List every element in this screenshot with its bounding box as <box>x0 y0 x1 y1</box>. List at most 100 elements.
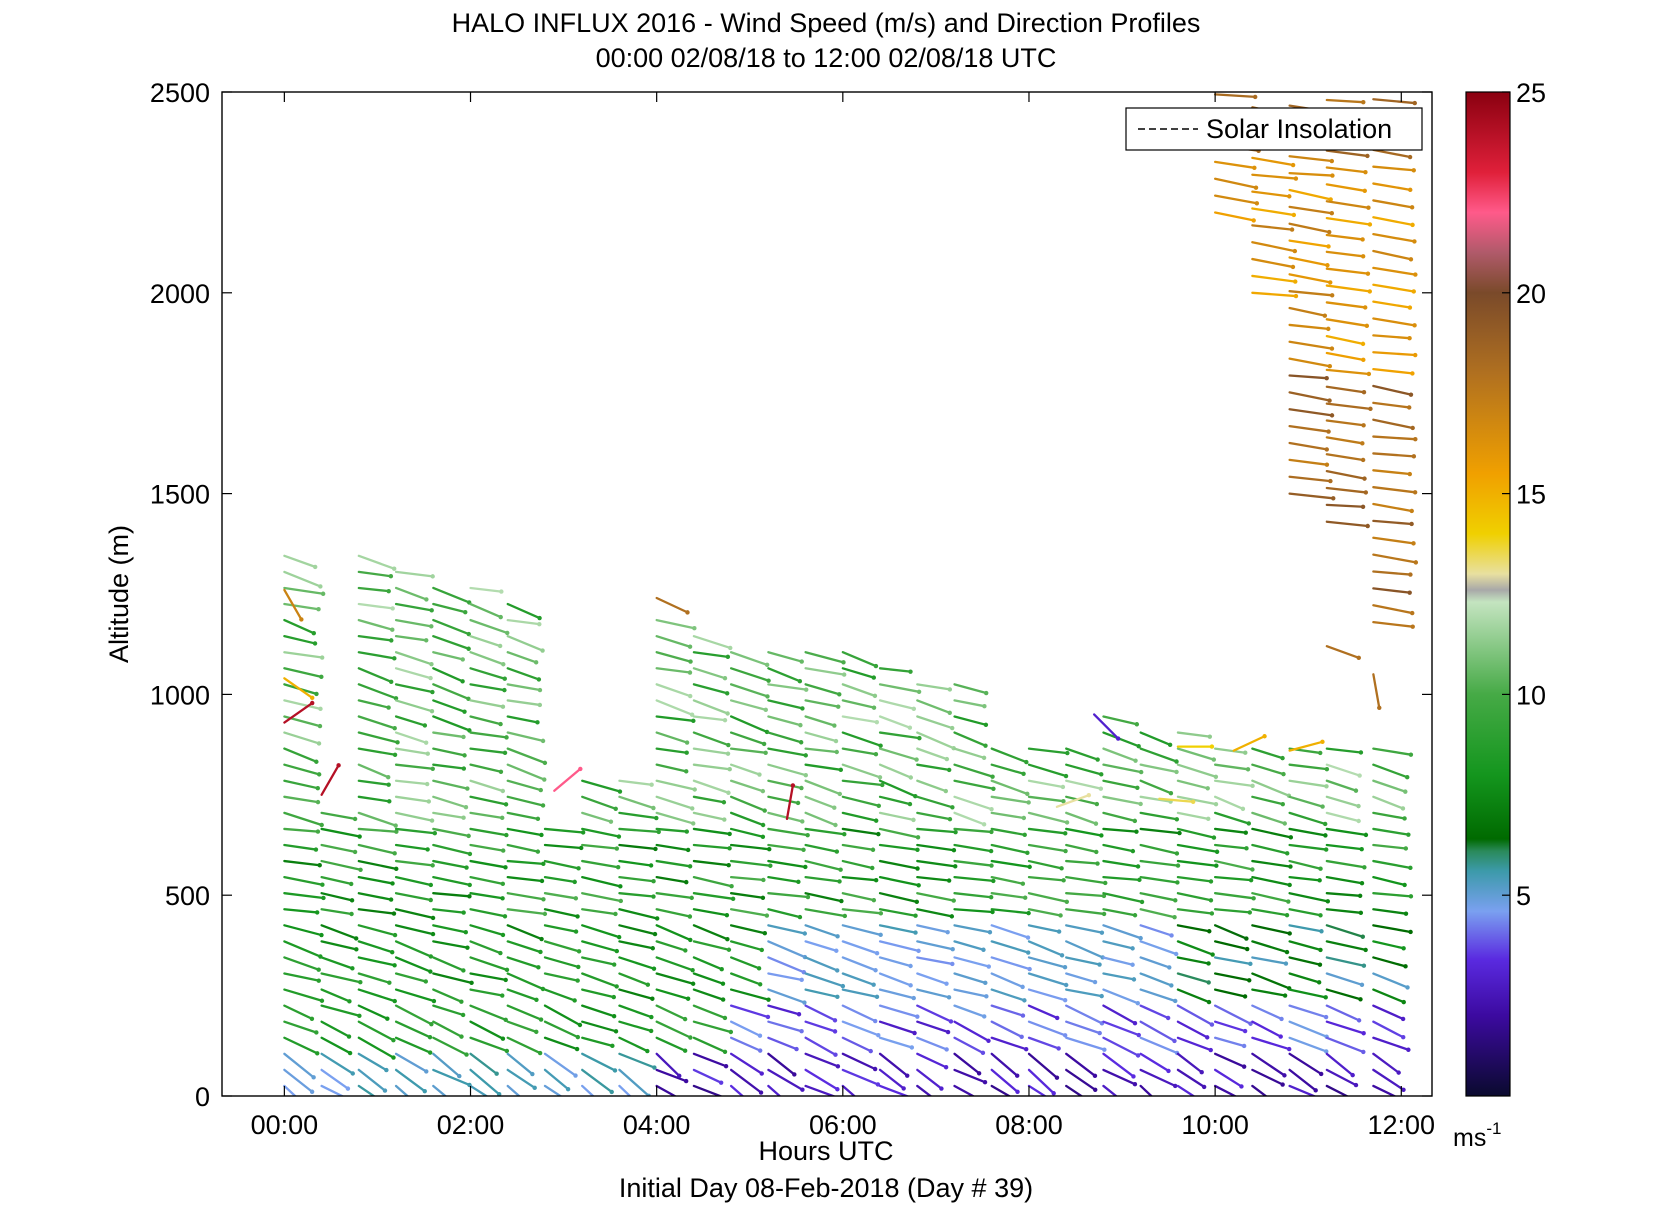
wind-barb <box>1102 1004 1137 1025</box>
wind-barb-head <box>1328 280 1333 285</box>
wind-barb <box>804 667 846 676</box>
wind-barb-head <box>651 894 656 899</box>
wind-barb-head <box>608 819 614 824</box>
wind-barb-head <box>645 1048 650 1054</box>
wind-barb <box>1176 731 1211 738</box>
wind-barb <box>1372 811 1406 820</box>
wind-barb <box>394 811 434 822</box>
wind-barb-head <box>498 769 504 774</box>
wind-barb-head <box>982 1080 988 1085</box>
wind-barb-head <box>538 787 543 793</box>
wind-barb <box>1251 956 1288 965</box>
wind-barb-head <box>989 806 994 812</box>
wind-barb-head <box>792 1072 797 1077</box>
wind-barb-head <box>395 740 400 745</box>
wind-barb-head <box>944 981 949 986</box>
wind-barb-head <box>1202 1101 1206 1105</box>
wind-barb-head <box>798 740 804 745</box>
wind-barb <box>1176 924 1211 933</box>
wind-barb <box>357 859 398 870</box>
wind-barb-head <box>1239 1084 1244 1089</box>
wind-barb-head <box>688 659 693 664</box>
wind-barb <box>841 924 882 936</box>
wind-barb <box>506 972 545 991</box>
wind-barb <box>543 908 579 918</box>
wind-barb-head <box>947 710 952 716</box>
wind-barb-head <box>688 1035 693 1040</box>
wind-barb-head <box>654 815 659 821</box>
wind-barb-head <box>1130 962 1135 967</box>
wind-barb <box>841 715 878 724</box>
wind-barb-head <box>1360 237 1365 242</box>
wind-barb-head <box>765 694 770 699</box>
wind-barb <box>1139 1004 1170 1020</box>
wind-barb-head <box>1408 187 1413 193</box>
wind-barb-head <box>1317 878 1322 883</box>
wind-barb <box>1251 1052 1286 1077</box>
wind-barb-head <box>1247 978 1252 983</box>
wind-barb <box>1139 779 1173 795</box>
wind-barb <box>1372 384 1413 396</box>
wind-barb <box>841 875 878 882</box>
wind-barb-head <box>461 766 467 771</box>
wind-barb-head <box>536 677 542 682</box>
wind-barb <box>1251 988 1287 997</box>
wind-barb-head <box>612 962 617 967</box>
wind-barb <box>767 747 807 757</box>
wind-barb <box>1372 570 1412 576</box>
wind-barb <box>1325 453 1365 462</box>
wind-barb <box>506 1068 536 1090</box>
wind-barb-head <box>501 662 506 667</box>
wind-barb <box>543 972 579 982</box>
wind-barb <box>1065 1036 1106 1051</box>
wind-barb <box>692 1084 724 1096</box>
wind-barb-head <box>1286 1046 1292 1052</box>
wind-barb-head <box>424 597 429 602</box>
wind-barb <box>581 1052 617 1072</box>
wind-barb-head <box>1023 1103 1027 1107</box>
colorbar-unit: ms-1 <box>1453 1119 1501 1152</box>
wind-barb <box>1213 779 1254 788</box>
wind-barb <box>283 651 324 659</box>
wind-barb <box>841 1068 880 1086</box>
wind-barb <box>357 1004 389 1020</box>
wind-barb <box>283 908 319 914</box>
wind-barb <box>283 811 323 827</box>
wind-barb <box>729 875 765 882</box>
wind-barb <box>878 988 915 1000</box>
wind-barb <box>953 940 985 951</box>
wind-barb <box>878 940 920 953</box>
wind-barb <box>1027 988 1067 1002</box>
wind-barb-head <box>651 805 656 811</box>
wind-barb-head <box>1366 371 1372 377</box>
wind-barb-head <box>503 1017 508 1023</box>
wind-barb-head <box>871 675 876 680</box>
wind-barb-head <box>1065 750 1070 756</box>
wind-barb-head <box>1356 1100 1360 1104</box>
wind-barb-head <box>871 982 876 987</box>
wind-barb-head <box>1279 1016 1284 1022</box>
wind-barb <box>1102 779 1139 789</box>
wind-barb-head <box>764 913 770 918</box>
wind-barb <box>767 843 805 851</box>
wind-barb <box>506 699 541 707</box>
wind-barb <box>1372 972 1409 989</box>
wind-barb <box>283 588 303 621</box>
wind-barb <box>432 940 469 949</box>
wind-barb <box>469 908 507 918</box>
wind-barb-head <box>310 700 315 706</box>
wind-barb <box>841 972 875 986</box>
wind-barb-head <box>683 1078 689 1084</box>
wind-barb <box>916 1020 950 1034</box>
wind-barb <box>841 1020 880 1037</box>
wind-barb-head <box>983 1101 987 1105</box>
wind-barb <box>543 859 580 870</box>
wind-barb <box>1102 843 1135 853</box>
wind-barb-head <box>1360 254 1366 259</box>
wind-barb-head <box>917 735 922 741</box>
wind-barb-head <box>538 949 543 955</box>
wind-barb <box>878 683 921 693</box>
wind-barb-head <box>690 806 695 811</box>
wind-barb-head <box>540 738 546 744</box>
wind-barb <box>432 908 465 914</box>
